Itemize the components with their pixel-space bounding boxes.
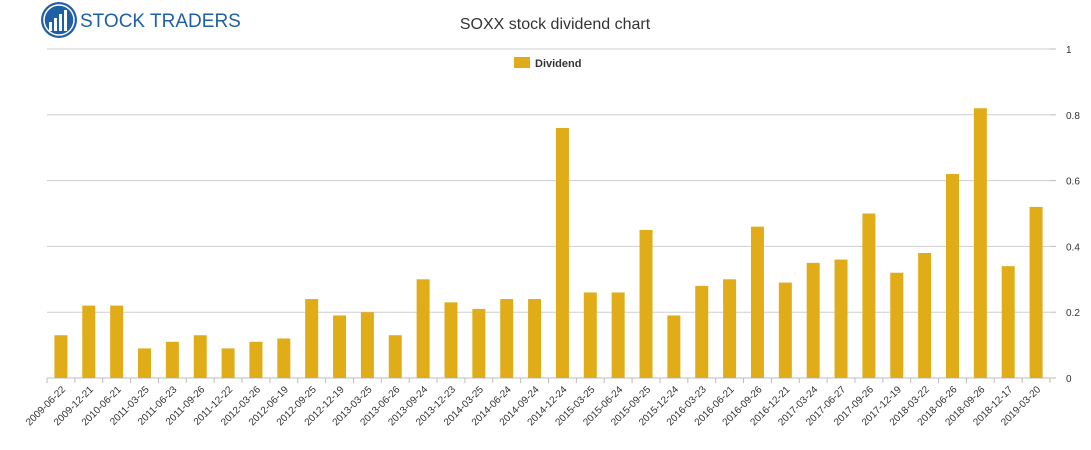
bar	[918, 252, 932, 378]
logo[interactable]: STOCK TRADERS	[41, 2, 241, 38]
bar	[305, 299, 319, 378]
bar	[444, 302, 458, 378]
bar	[862, 213, 876, 378]
y-tick-label: 0.4	[1066, 242, 1080, 253]
bar	[611, 292, 625, 378]
bar	[500, 299, 514, 378]
bar	[695, 285, 709, 378]
bar	[834, 259, 848, 378]
bar	[639, 229, 653, 378]
chart-title: SOXX stock dividend chart	[460, 16, 651, 33]
legend-label: Dividend	[535, 58, 581, 70]
logo-icon-ring	[43, 4, 75, 36]
bar	[723, 279, 737, 378]
bar	[54, 335, 68, 378]
logo-text: STOCK TRADERS	[80, 11, 241, 32]
y-tick-label: 0.8	[1066, 111, 1080, 122]
bar	[416, 279, 430, 378]
bar	[138, 348, 152, 378]
bar	[1029, 206, 1043, 378]
bar	[165, 341, 179, 378]
bar	[110, 305, 124, 378]
bar	[388, 335, 402, 378]
bar	[221, 348, 235, 378]
bar	[667, 315, 681, 378]
logo-icon-bar	[59, 14, 62, 31]
bar	[472, 308, 486, 378]
bars	[54, 108, 1043, 379]
bar	[1001, 266, 1015, 378]
bar	[806, 262, 820, 378]
legend-swatch	[514, 57, 530, 68]
bar	[360, 312, 374, 378]
bar	[945, 174, 959, 378]
bar	[82, 305, 96, 378]
y-tick-label: 1	[1066, 45, 1072, 56]
bar	[333, 315, 347, 378]
logo-icon-bar	[54, 18, 57, 31]
bar	[890, 272, 904, 378]
y-tick-label: 0.2	[1066, 308, 1080, 319]
logo-icon-bar	[49, 22, 52, 31]
y-tick-label: 0	[1066, 374, 1072, 385]
bar	[193, 335, 207, 378]
y-tick-label: 0.6	[1066, 177, 1080, 188]
legend: Dividend	[514, 57, 581, 70]
bar	[249, 341, 263, 378]
bar	[750, 226, 764, 378]
bar	[277, 338, 291, 378]
bar	[973, 108, 987, 378]
logo-icon-bar	[64, 10, 67, 31]
y-axis-ticks: 0 0.2 0.4 0.6 0.8 1	[1050, 45, 1080, 385]
bar	[583, 292, 597, 378]
bar	[778, 282, 792, 378]
bar	[528, 299, 542, 378]
x-axis: 2009-06-222009-12-212010-06-212011-03-25…	[24, 378, 1051, 428]
bar	[555, 127, 569, 379]
